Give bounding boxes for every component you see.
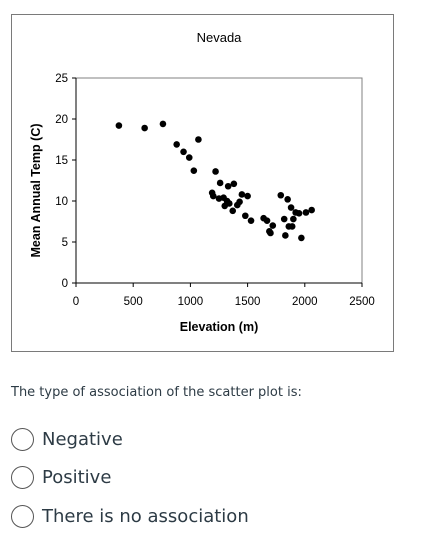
data-point bbox=[225, 200, 233, 207]
data-point bbox=[247, 217, 255, 224]
data-point bbox=[141, 124, 148, 132]
data-point bbox=[195, 136, 202, 143]
radio-button[interactable] bbox=[11, 427, 34, 451]
x-tick-label: 1000 bbox=[178, 296, 204, 308]
data-point bbox=[267, 229, 274, 237]
data-point bbox=[229, 207, 237, 215]
data-point bbox=[224, 182, 232, 190]
question-prompt: The type of association of the scatter p… bbox=[11, 385, 302, 400]
y-tick-label: 15 bbox=[55, 155, 68, 167]
data-point bbox=[236, 198, 243, 206]
data-point bbox=[263, 217, 271, 224]
data-point bbox=[284, 196, 291, 203]
radio-button[interactable] bbox=[11, 504, 34, 528]
option-negative[interactable]: Negative bbox=[11, 426, 123, 452]
data-point bbox=[190, 167, 198, 174]
data-point bbox=[242, 212, 249, 220]
data-point bbox=[308, 206, 315, 214]
data-point bbox=[244, 192, 251, 200]
y-tick-label: 10 bbox=[55, 196, 68, 208]
x-axis-label: Elevation (m) bbox=[180, 320, 259, 334]
scatter-chart: Nevada 0 500 1000 1500 2000 2500 0 5 10 15 20 25 Elev… bbox=[29, 30, 375, 334]
data-point bbox=[212, 168, 219, 175]
data-point bbox=[298, 234, 305, 242]
x-tick-label: 500 bbox=[124, 296, 143, 308]
data-point bbox=[159, 120, 167, 128]
radio-button[interactable] bbox=[11, 465, 34, 489]
option-label: Positive bbox=[42, 466, 112, 488]
data-point bbox=[115, 122, 123, 129]
data-point bbox=[280, 215, 288, 223]
y-tick-label: 20 bbox=[55, 114, 68, 126]
y-tick-label: 0 bbox=[62, 278, 68, 290]
data-point bbox=[230, 180, 238, 188]
y-axis-label: Mean Annual Temp (C) bbox=[29, 123, 43, 257]
data-point bbox=[209, 192, 217, 200]
data-point bbox=[277, 191, 285, 199]
data-point bbox=[288, 223, 296, 230]
data-point bbox=[269, 222, 277, 229]
x-tick-label: 1500 bbox=[235, 296, 261, 308]
data-point bbox=[295, 210, 303, 217]
data-point bbox=[180, 148, 187, 156]
x-tick-label: 2500 bbox=[349, 296, 375, 308]
option-label: There is no association bbox=[42, 505, 249, 527]
data-point bbox=[185, 154, 193, 161]
y-tick-label: 5 bbox=[62, 237, 68, 249]
chart-title: Nevada bbox=[197, 30, 243, 45]
x-tick-label: 2000 bbox=[292, 296, 318, 308]
data-point bbox=[302, 209, 310, 216]
option-no-association[interactable]: There is no association bbox=[11, 503, 249, 529]
data-point bbox=[290, 215, 297, 223]
data-point bbox=[282, 232, 289, 239]
option-label: Negative bbox=[42, 428, 123, 450]
x-tick-label: 0 bbox=[73, 296, 79, 308]
data-point bbox=[216, 179, 224, 187]
data-point bbox=[173, 141, 180, 148]
option-positive[interactable]: Positive bbox=[11, 464, 111, 490]
y-tick-label: 25 bbox=[55, 73, 68, 85]
data-point bbox=[238, 191, 246, 198]
data-point bbox=[287, 204, 295, 211]
chart-frame: Nevada 0 500 1000 1500 2000 2500 0 5 10 15 20 25 Elev… bbox=[11, 14, 394, 352]
